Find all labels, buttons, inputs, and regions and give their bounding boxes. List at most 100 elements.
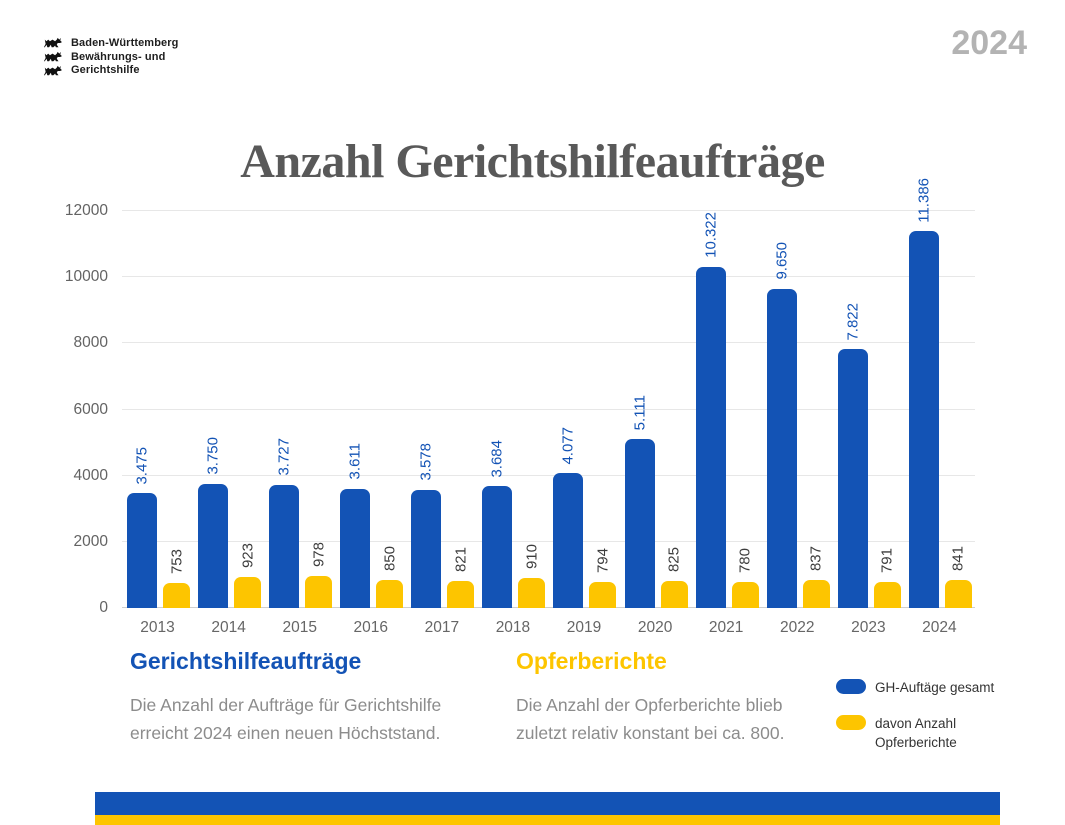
value-label-opfer-2024: 841 <box>949 546 967 572</box>
x-tick-2016: 2016 <box>353 619 389 636</box>
value-label-opfer-2020: 825 <box>665 546 683 572</box>
x-tick-2014: 2014 <box>211 619 246 636</box>
bar-gh-2019 <box>553 473 584 608</box>
bar-opfer-2023 <box>873 581 901 608</box>
legend-label: davon Anzahl Opferberichte <box>875 716 957 750</box>
value-label-opfer-2018: 910 <box>523 543 541 569</box>
footer-stripe-yellow <box>95 815 1000 825</box>
value-label-gh-2018: 3.684 <box>488 439 506 478</box>
gridline-10000 <box>122 276 975 278</box>
y-tick-12000: 12000 <box>64 202 108 219</box>
value-label-opfer-2021: 780 <box>736 548 754 574</box>
bar-chart: 0 2000 4000 6000 8000 10000 12000 3.475 753 2013… <box>65 178 975 636</box>
legend-item-0: GH-Auftäge gesamt <box>836 678 995 697</box>
value-label-gh-2024: 11.386 <box>915 177 933 223</box>
bar-group-2015: 3.727 978 2015 <box>264 211 335 636</box>
bar-opfer-2015 <box>305 575 333 608</box>
bar-gh-2015 <box>269 484 300 608</box>
x-tick-2020: 2020 <box>637 619 673 636</box>
caption-gerichtshilfeauftraege: Gerichtshilfeaufträge Die Anzahl der Auf… <box>130 648 460 747</box>
caption-opferberichte: Opferberichte Die Anzahl der Opferberich… <box>516 648 816 747</box>
bw-lions-icon <box>42 37 63 77</box>
caption-right-body: Die Anzahl der Opferberichte blieb zulet… <box>516 695 785 743</box>
bar-gh-2022 <box>766 288 797 608</box>
value-label-opfer-2015: 978 <box>310 541 328 567</box>
footer-stripe-blue <box>95 792 1000 815</box>
x-tick-2019: 2019 <box>566 619 602 636</box>
bar-group-2016: 3.611 850 2016 <box>335 211 406 636</box>
bar-opfer-2016 <box>376 579 404 608</box>
bar-opfer-2018 <box>518 577 546 608</box>
bar-gh-2024 <box>908 231 939 608</box>
gridline-8000 <box>122 342 975 344</box>
y-tick-4000: 4000 <box>73 466 108 484</box>
bar-gh-2020 <box>624 438 655 608</box>
caption-left-body: Die Anzahl der Aufträge für Gerichtshilf… <box>130 695 442 743</box>
legend-item-1: davon Anzahl Opferberichte <box>836 714 995 752</box>
y-tick-2000: 2000 <box>73 532 108 550</box>
bar-group-2024: 11.386 841 2024 <box>904 178 975 636</box>
page-title: Anzahl Gerichtshilfeaufträge <box>240 135 825 189</box>
value-label-gh-2022: 9.650 <box>773 242 791 280</box>
bar-group-2019: 4.077 794 2019 <box>548 211 619 636</box>
value-label-gh-2019: 4.077 <box>559 426 577 465</box>
bar-opfer-2021 <box>731 582 759 608</box>
value-label-gh-2015: 3.727 <box>275 438 293 476</box>
bar-group-2018: 3.684 910 2018 <box>477 211 548 636</box>
y-tick-8000: 8000 <box>73 334 108 352</box>
year-badge: 2024 <box>951 24 1027 62</box>
logo-text: Baden-Württemberg Bewährungs- und Gerich… <box>71 37 178 78</box>
value-label-gh-2020: 5.111 <box>631 394 649 430</box>
chart-legend: GH-Auftäge gesamt davon Anzahl Opferberic… <box>836 678 995 752</box>
value-label-opfer-2019: 794 <box>594 547 612 573</box>
gridline-2000 <box>122 540 975 542</box>
y-tick-0: 0 <box>99 599 108 616</box>
bar-group-2022: 9.650 837 2022 <box>762 211 833 636</box>
value-label-opfer-2013: 753 <box>168 549 185 575</box>
value-label-opfer-2014: 923 <box>239 543 257 569</box>
x-tick-2023: 2023 <box>851 619 886 636</box>
bar-group-2021: 10.322 780 2021 <box>691 211 762 636</box>
bar-gh-2013 <box>127 493 157 608</box>
value-label-opfer-2023: 791 <box>878 547 896 573</box>
logo-line-2: Bewährungs- und <box>71 50 166 63</box>
y-tick-6000: 6000 <box>73 400 108 418</box>
bar-group-2014: 3.750 923 2014 <box>193 211 264 636</box>
bar-opfer-2017 <box>447 580 475 608</box>
x-tick-2018: 2018 <box>495 619 531 636</box>
value-label-opfer-2016: 850 <box>381 545 399 571</box>
bars-row: 3.475 753 2013 3.750 923 2014 3.727 978 2015 3.61… <box>122 178 975 636</box>
y-tick-10000: 10000 <box>64 268 108 286</box>
bar-opfer-2014 <box>234 577 262 608</box>
bar-gh-2018 <box>482 486 513 608</box>
value-label-gh-2016: 3.611 <box>346 443 364 480</box>
value-label-gh-2013: 3.475 <box>133 446 151 485</box>
bar-opfer-2020 <box>660 580 688 608</box>
bar-gh-2023 <box>837 349 868 608</box>
x-tick-2015: 2015 <box>282 619 317 636</box>
bar-group-2013: 3.475 753 2013 <box>122 211 193 636</box>
x-tick-2024: 2024 <box>922 619 957 636</box>
bar-gh-2014 <box>198 483 229 608</box>
gridline-0 <box>122 607 975 608</box>
bar-opfer-2024 <box>944 580 972 608</box>
x-tick-2022: 2022 <box>780 619 815 636</box>
logo-line-1: Baden-Württemberg <box>71 37 179 49</box>
bar-opfer-2022 <box>802 580 830 608</box>
bar-group-2017: 3.578 821 2017 <box>406 211 477 636</box>
caption-right-heading: Opferberichte <box>516 648 667 674</box>
value-label-gh-2014: 3.750 <box>204 437 222 475</box>
value-label-gh-2021: 10.322 <box>702 211 720 258</box>
legend-label: GH-Auftäge gesamt <box>875 680 995 695</box>
x-tick-2017: 2017 <box>424 619 460 636</box>
value-label-opfer-2017: 821 <box>452 546 470 572</box>
gridline-12000 <box>122 210 975 211</box>
bar-opfer-2013 <box>163 583 190 608</box>
bar-gh-2017 <box>411 489 442 608</box>
bar-group-2023: 7.822 791 2023 <box>833 211 904 636</box>
gridline-6000 <box>122 408 975 410</box>
bar-opfer-2019 <box>589 581 617 608</box>
caption-left-heading: Gerichtshilfeaufträge <box>130 648 362 674</box>
gridline-4000 <box>122 474 975 476</box>
